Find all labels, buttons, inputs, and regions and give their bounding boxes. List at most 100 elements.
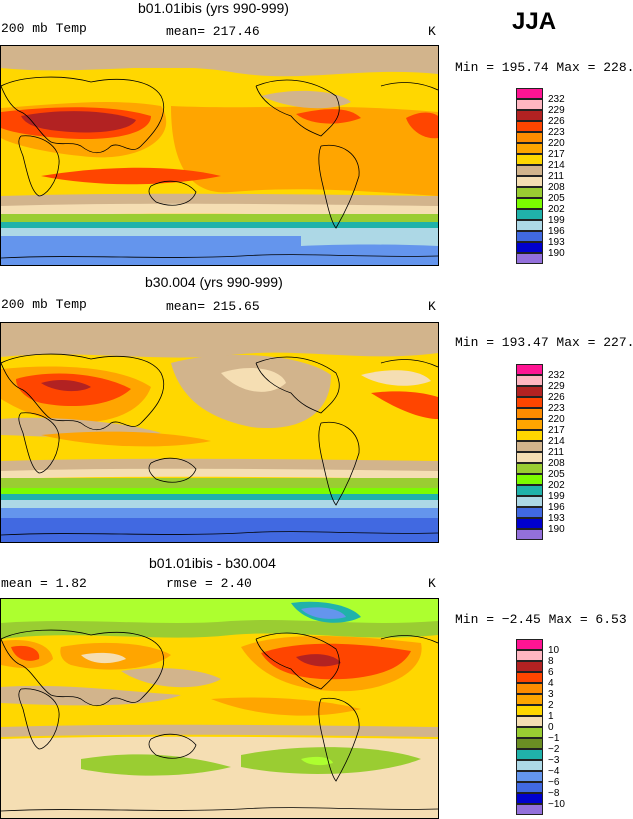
mean-label: mean = 1.82 — [1, 576, 87, 591]
units-label: K — [428, 576, 436, 591]
legend-label: 190 — [548, 524, 565, 535]
legend-swatch — [516, 209, 543, 220]
legend-label: 2 — [548, 700, 554, 711]
legend-swatch — [516, 132, 543, 143]
legend-swatch — [516, 165, 543, 176]
legend-swatch — [516, 452, 543, 463]
temperature-map — [0, 45, 439, 266]
legend-swatch — [516, 518, 543, 529]
legend-label: 211 — [548, 171, 564, 182]
legend-swatch — [516, 176, 543, 187]
legend-swatch — [516, 364, 543, 375]
legend-label: 199 — [548, 215, 565, 226]
legend-swatch — [516, 242, 543, 253]
legend-label: 223 — [548, 403, 565, 414]
legend-swatch — [516, 507, 543, 518]
legend-swatch — [516, 496, 543, 507]
legend-swatch — [516, 430, 543, 441]
legend-label: −4 — [548, 766, 560, 777]
min-max-label: Min = 193.47 Max = 227.14 — [455, 335, 633, 350]
legend-label: 217 — [548, 425, 565, 436]
legend-swatch — [516, 198, 543, 209]
min-max-label: Min = −2.45 Max = 6.53 — [455, 612, 627, 627]
legend-swatch — [516, 639, 543, 650]
legend-label: 223 — [548, 127, 565, 138]
mean-label: mean= 215.65 — [166, 299, 260, 314]
units-label: K — [428, 24, 436, 39]
season-title: JJA — [512, 8, 557, 35]
legend-swatch — [516, 804, 543, 815]
legend-label: 211 — [548, 447, 564, 458]
legend-swatch — [516, 650, 543, 661]
legend-label: 220 — [548, 414, 565, 425]
legend-swatch — [516, 727, 543, 738]
legend-swatch — [516, 408, 543, 419]
legend-label: 0 — [548, 722, 554, 733]
legend-swatch — [516, 187, 543, 198]
legend-label: 202 — [548, 204, 565, 215]
temperature-map-svg — [1, 323, 438, 542]
legend-swatch — [516, 793, 543, 804]
panel-title: b30.004 (yrs 990-999) — [145, 274, 283, 290]
legend-label: 217 — [548, 149, 565, 160]
variable-label: 200 mb Temp — [1, 297, 87, 312]
units-label: K — [428, 299, 436, 314]
legend-label: 4 — [548, 678, 554, 689]
difference-map-svg — [1, 599, 438, 818]
legend-label: 10 — [548, 645, 560, 656]
legend-swatch — [516, 672, 543, 683]
variable-label: 200 mb Temp — [1, 21, 87, 36]
legend-label: 220 — [548, 138, 565, 149]
legend-swatch — [516, 397, 543, 408]
legend-swatch — [516, 474, 543, 485]
legend-label: 232 — [548, 370, 565, 381]
legend-label: −3 — [548, 755, 560, 766]
legend-label: 3 — [548, 689, 554, 700]
legend-swatch — [516, 375, 543, 386]
mean-label: mean= 217.46 — [166, 24, 260, 39]
legend-swatch — [516, 220, 543, 231]
legend-swatch — [516, 143, 543, 154]
legend-swatch — [516, 154, 543, 165]
legend-swatch — [516, 529, 543, 540]
min-max-label: Min = 195.74 Max = 228.28 — [455, 60, 633, 75]
legend-label: 229 — [548, 105, 565, 116]
legend-label: 199 — [548, 491, 565, 502]
legend-label: 226 — [548, 116, 565, 127]
legend-label: 226 — [548, 392, 565, 403]
legend-label: 229 — [548, 381, 565, 392]
legend-label: 6 — [548, 667, 554, 678]
legend-label: −10 — [548, 799, 565, 810]
legend-label: 8 — [548, 656, 554, 667]
legend-swatch — [516, 231, 543, 242]
legend-swatch — [516, 485, 543, 496]
legend-label: −6 — [548, 777, 560, 788]
legend-swatch — [516, 88, 543, 99]
legend-swatch — [516, 463, 543, 474]
legend-swatch — [516, 738, 543, 749]
legend-swatch — [516, 99, 543, 110]
legend-label: 193 — [548, 513, 565, 524]
temperature-map-svg — [1, 46, 438, 265]
legend-label: −1 — [548, 733, 560, 744]
legend-swatch — [516, 694, 543, 705]
legend-swatch — [516, 771, 543, 782]
legend-swatch — [516, 121, 543, 132]
legend-label: 232 — [548, 94, 565, 105]
legend-label: 1 — [548, 711, 554, 722]
legend-swatch — [516, 716, 543, 727]
legend-swatch — [516, 683, 543, 694]
legend-label: −8 — [548, 788, 560, 799]
legend-label: 208 — [548, 182, 565, 193]
legend-label: 214 — [548, 160, 565, 171]
panel-title: b01.01ibis - b30.004 — [149, 555, 276, 571]
legend-label: 214 — [548, 436, 565, 447]
legend-swatch — [516, 749, 543, 760]
temperature-map — [0, 322, 439, 543]
legend-swatch — [516, 661, 543, 672]
rmse-label: rmse = 2.40 — [166, 576, 252, 591]
legend-swatch — [516, 441, 543, 452]
legend-label: 205 — [548, 469, 565, 480]
legend-swatch — [516, 782, 543, 793]
legend-swatch — [516, 760, 543, 771]
